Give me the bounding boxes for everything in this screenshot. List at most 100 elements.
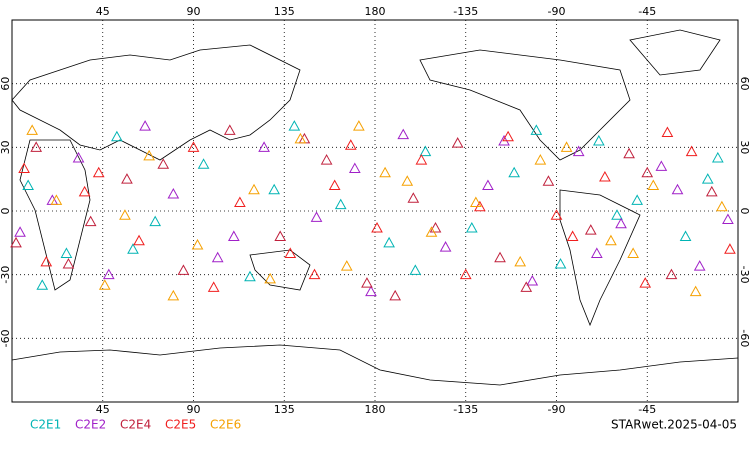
triangle-marker <box>647 179 660 191</box>
triangle-marker <box>451 137 464 148</box>
x-tick-label-bottom: -45 <box>638 403 656 416</box>
triangle-marker <box>655 160 668 171</box>
x-tick-label-bottom: -90 <box>548 403 566 416</box>
triangle-marker <box>92 166 105 178</box>
x-tick-label-bottom: -135 <box>453 403 478 416</box>
y-tick-label-left: -30 <box>0 266 12 284</box>
legend-label: C2E1 <box>30 418 61 432</box>
legend-label: C2E6 <box>210 418 241 432</box>
triangle-marker <box>534 154 547 165</box>
y-tick-label-right: 30 <box>738 140 750 154</box>
triangle-marker <box>494 251 506 263</box>
triangle-marker <box>639 277 652 288</box>
triangle-marker <box>671 183 684 195</box>
triangle-marker <box>379 166 391 178</box>
triangle-marker <box>401 175 414 186</box>
triangle-marker <box>615 217 627 229</box>
x-tick-label-bottom: 90 <box>187 403 201 416</box>
north-america-outline <box>419 49 631 161</box>
triangle-marker <box>584 224 597 235</box>
triangle-marker <box>711 151 724 163</box>
triangle-marker <box>191 238 204 250</box>
triangle-marker <box>572 145 585 157</box>
triangle-marker <box>127 243 139 254</box>
triangle-marker <box>22 179 34 191</box>
triangle-marker <box>530 124 543 135</box>
x-tick-label-top: 135 <box>274 5 295 18</box>
triangle-marker <box>223 124 236 135</box>
triangle-marker <box>143 149 155 161</box>
triangle-marker <box>139 120 151 131</box>
x-tick-label-bottom: 135 <box>274 403 295 416</box>
triangle-marker <box>348 162 361 174</box>
triangle-marker <box>627 247 639 258</box>
triangle-marker <box>40 255 53 267</box>
triangle-marker <box>623 147 635 159</box>
triangle-marker <box>526 275 539 286</box>
triangle-marker <box>593 134 605 146</box>
triangle-marker <box>724 243 736 254</box>
x-tick-label-top: 180 <box>365 5 386 18</box>
triangle-marker <box>310 211 323 222</box>
y-tick-label-left: -60 <box>0 329 12 347</box>
y-tick-label-right: -60 <box>738 329 750 347</box>
triangle-marker <box>268 183 281 195</box>
triangle-marker <box>415 154 428 165</box>
triangle-marker <box>459 268 472 280</box>
triangle-marker <box>334 198 347 210</box>
triangle-marker <box>693 260 706 271</box>
triangle-marker <box>248 183 260 195</box>
triangle-marker <box>389 289 402 301</box>
triangle-marker <box>554 258 567 269</box>
y-tick-label-left: 30 <box>0 140 12 154</box>
triangle-marker <box>520 281 533 292</box>
triangle-marker <box>631 194 644 205</box>
greenland-outline <box>629 29 721 76</box>
south-america-outline <box>559 189 641 327</box>
triangle-marker <box>50 194 63 205</box>
legend-label: C2E2 <box>75 418 106 432</box>
triangle-marker <box>514 255 527 267</box>
triangle-marker <box>439 241 452 252</box>
legend-label: C2E4 <box>120 418 151 432</box>
triangle-marker <box>560 141 573 152</box>
legend-label: C2E5 <box>165 418 196 432</box>
triangle-marker <box>26 124 39 135</box>
triangle-marker <box>320 154 333 165</box>
triangle-marker <box>361 277 373 288</box>
triangle-marker <box>590 247 603 258</box>
triangle-marker <box>661 126 674 137</box>
triangle-marker <box>502 130 514 142</box>
triangle-marker <box>482 179 494 191</box>
triangle-marker <box>207 281 220 292</box>
triangle-marker <box>407 192 420 203</box>
triangle-marker <box>397 128 410 140</box>
triangle-marker <box>611 209 623 220</box>
triangle-marker <box>84 215 97 227</box>
triangle-marker <box>419 145 432 157</box>
legend: C2E1 C2E2 C2E4 C2E5 C2E6 <box>30 418 241 432</box>
triangle-marker <box>665 268 678 280</box>
triangle-marker <box>18 162 30 174</box>
triangle-marker <box>234 196 246 208</box>
x-tick-label-top: 45 <box>96 5 110 18</box>
triangle-marker <box>264 272 276 284</box>
triangle-marker <box>566 230 579 241</box>
triangle-marker <box>328 179 341 191</box>
triangle-marker <box>149 215 162 227</box>
triangle-marker <box>383 236 395 248</box>
antarctica-outline <box>11 344 739 386</box>
x-tick-label-top: -135 <box>453 5 478 18</box>
triangle-marker <box>14 226 26 237</box>
triangle-marker <box>211 251 224 263</box>
triangle-marker <box>542 175 555 186</box>
triangle-marker <box>78 185 91 197</box>
triangle-marker <box>340 260 353 271</box>
triangle-marker <box>284 247 297 258</box>
triangle-marker <box>641 166 654 178</box>
triangle-marker <box>365 285 377 297</box>
triangle-marker <box>685 145 698 157</box>
triangle-marker <box>244 270 256 282</box>
triangle-marker <box>227 230 240 241</box>
